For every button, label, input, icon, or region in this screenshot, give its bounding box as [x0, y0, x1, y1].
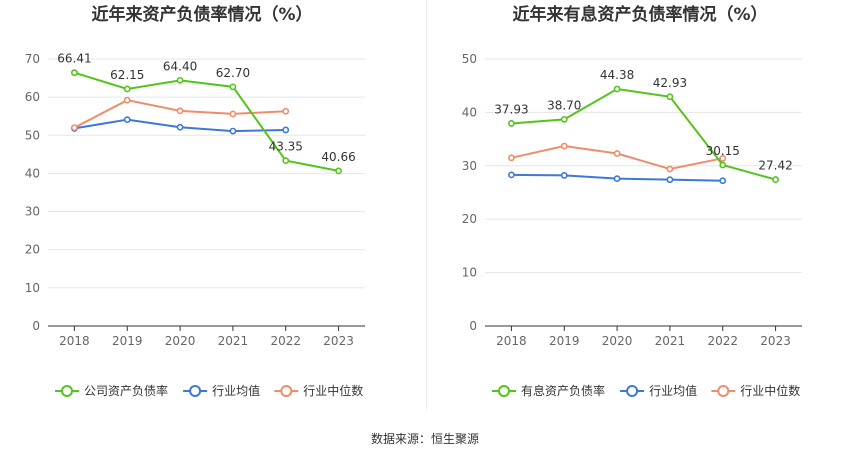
y-tick-label: 60 — [25, 90, 40, 104]
data-point-avg — [229, 127, 237, 135]
data-point-company — [772, 176, 779, 183]
data-point-avg — [613, 175, 621, 183]
x-tick-label: 2021 — [218, 334, 249, 348]
data-point-company — [71, 69, 78, 77]
data-point-avg — [666, 176, 674, 184]
x-tick-label: 2020 — [602, 334, 633, 348]
chart-2: 近年来有息资产负债率情况（%） 0 10 20 30 40 50 2018 2019 2020 20… — [462, 4, 802, 398]
legend-marker — [626, 385, 639, 397]
y-tick-label: 20 — [25, 243, 40, 257]
legend-marker — [498, 385, 510, 397]
panel-divider — [426, 0, 427, 410]
legend-label: 行业均值 — [649, 383, 697, 398]
data-point-company — [123, 85, 131, 93]
y-tick-label: 0 — [469, 319, 477, 333]
data-point-avg — [123, 116, 131, 124]
legend-item-avg: 行业均值 — [183, 383, 260, 398]
data-label: 42.93 — [653, 76, 687, 90]
legend-label: 行业中位数 — [740, 383, 800, 398]
legend-marker — [280, 385, 293, 397]
y-tick-label: 50 — [25, 128, 40, 142]
legend-label: 行业均值 — [212, 383, 260, 398]
legend-marker — [189, 385, 202, 397]
data-label: 38.70 — [547, 98, 581, 112]
y-tick-label: 20 — [462, 212, 477, 226]
data-point-company — [719, 161, 727, 169]
data-point-median — [560, 142, 568, 150]
x-tick-label: 2018 — [496, 334, 527, 348]
chart-1: 近年来资产负债率情况（%） 0 10 20 30 40 50 60 70 2018 2019 2020… — [25, 4, 365, 398]
data-point-median — [176, 107, 184, 115]
y-tick-label: 10 — [462, 266, 477, 280]
data-point-median — [666, 165, 674, 173]
x-tick-label: 2018 — [59, 334, 90, 348]
legend-item-median: 行业中位数 — [711, 383, 800, 398]
data-point-company — [176, 76, 184, 84]
x-tick-label: 2022 — [270, 334, 301, 348]
y-tick-label: 70 — [25, 52, 40, 66]
data-point-median — [613, 150, 621, 157]
data-label: 44.38 — [600, 68, 634, 82]
legend-item-company: 有息资产负债率 — [492, 383, 605, 398]
data-point-avg — [560, 172, 568, 179]
data-label: 43.35 — [269, 140, 303, 154]
y-tick-label: 30 — [462, 159, 477, 173]
data-point-avg — [719, 177, 727, 185]
chart-title: 近年来有息资产负债率情况（%） — [512, 4, 767, 25]
data-point-median — [508, 154, 515, 162]
legend: 公司资产负债率 行业均值 行业中位数 — [55, 383, 363, 398]
source-note: 数据来源：恒生聚源 — [370, 432, 479, 446]
data-point-median — [719, 154, 727, 162]
data-point-median — [282, 107, 290, 115]
y-tick-label: 50 — [462, 52, 477, 66]
data-point-company — [508, 120, 515, 127]
data-label: 30.15 — [706, 144, 740, 158]
legend-label: 行业中位数 — [303, 383, 363, 398]
data-label: 40.66 — [321, 150, 355, 164]
data-point-company — [666, 93, 674, 101]
x-tick-label: 2020 — [165, 334, 196, 348]
data-label: 27.42 — [758, 159, 792, 173]
x-tick-label: 2023 — [323, 334, 354, 348]
x-tick-label: 2023 — [760, 334, 791, 348]
y-tick-label: 30 — [25, 205, 40, 219]
data-point-avg — [176, 123, 184, 131]
data-point-avg — [282, 126, 290, 134]
data-point-avg — [508, 171, 515, 179]
legend-label: 公司资产负债率 — [84, 383, 168, 398]
x-tick-label: 2019 — [112, 334, 143, 348]
x-tick-label: 2021 — [655, 334, 686, 348]
data-point-company — [335, 167, 342, 175]
legend-label: 有息资产负债率 — [521, 383, 605, 398]
data-point-median — [71, 124, 78, 132]
y-tick-label: 10 — [25, 281, 40, 295]
data-label: 64.40 — [163, 59, 197, 73]
data-label: 62.70 — [216, 66, 250, 80]
data-label: 62.15 — [110, 68, 144, 82]
data-point-company — [613, 85, 621, 93]
legend-item-company: 公司资产负债率 — [55, 383, 168, 398]
legend-item-median: 行业中位数 — [274, 383, 363, 398]
legend-item-avg: 行业均值 — [620, 383, 697, 398]
x-tick-label: 2022 — [707, 334, 738, 348]
data-point-company — [282, 157, 290, 165]
y-tick-label: 40 — [462, 105, 477, 119]
data-point-company — [560, 115, 568, 123]
legend: 有息资产负债率 行业均值 行业中位数 — [492, 383, 800, 398]
data-point-median — [123, 96, 131, 104]
legend-marker — [61, 385, 73, 397]
chart-title: 近年来资产负债率情况（%） — [91, 4, 312, 25]
y-tick-label: 0 — [32, 319, 40, 333]
data-label: 66.41 — [57, 52, 91, 66]
series-line-company — [74, 71, 339, 172]
legend-marker — [717, 385, 730, 397]
data-label: 37.93 — [494, 102, 528, 116]
data-point-company — [229, 83, 237, 91]
y-tick-label: 40 — [25, 166, 40, 180]
data-point-median — [229, 110, 237, 118]
x-tick-label: 2019 — [549, 334, 580, 348]
series-line-company — [511, 87, 776, 181]
